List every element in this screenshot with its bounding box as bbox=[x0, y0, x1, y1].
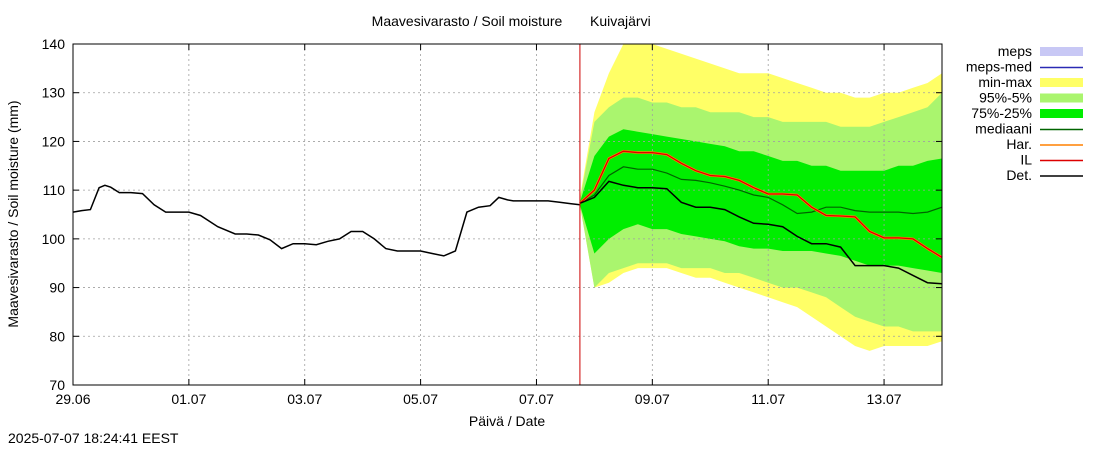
x-tick-label: 11.07 bbox=[751, 391, 785, 407]
x-tick-label: 05.07 bbox=[403, 391, 438, 407]
det-line bbox=[579, 180, 943, 285]
y-tick-label: 90 bbox=[49, 280, 65, 296]
y-tick-label: 120 bbox=[42, 133, 66, 149]
legend-swatch bbox=[1040, 93, 1083, 103]
median-line bbox=[579, 166, 943, 215]
x-tick-label: 29.06 bbox=[55, 391, 90, 407]
chart-title: Maavesivarasto / Soil moisture bbox=[372, 13, 563, 29]
legend-label: IL bbox=[1020, 152, 1032, 168]
legend-label: mediaani bbox=[975, 121, 1032, 137]
x-axis-ticks: 29.06 01.07 03.07 05.07 07.07 09.07 11.07 13.07 bbox=[55, 44, 902, 407]
legend-label: meps bbox=[998, 43, 1032, 59]
timestamp: 2025-07-07 18:24:41 EEST bbox=[8, 430, 179, 446]
legend-label: meps-med bbox=[966, 59, 1032, 75]
plot-border bbox=[72, 43, 943, 386]
plot-frame bbox=[72, 43, 943, 386]
y-axis-ticks: 70 80 90 100 110 120 130 140 bbox=[42, 36, 942, 393]
x-tick-label: 09.07 bbox=[635, 391, 670, 407]
legend-label: Det. bbox=[1006, 167, 1032, 183]
legend-label: 95%-5% bbox=[979, 90, 1032, 106]
y-tick-label: 70 bbox=[49, 377, 65, 393]
y-tick-label: 80 bbox=[49, 328, 65, 344]
legend: mepsmeps-medmin-max95%-5%75%-25%mediaani… bbox=[966, 43, 1083, 183]
y-tick-label: 130 bbox=[42, 85, 66, 101]
x-tick-label: 01.07 bbox=[171, 391, 206, 407]
legend-swatch bbox=[1040, 47, 1083, 56]
y-tick-label: 100 bbox=[42, 231, 66, 247]
observed-line bbox=[72, 184, 580, 257]
series-lines bbox=[72, 44, 943, 385]
legend-swatch bbox=[1040, 78, 1083, 87]
chart-title-group: Maavesivarasto / Soil moisture Kuivajärv… bbox=[372, 13, 651, 29]
legend-label: Har. bbox=[1006, 136, 1032, 152]
y-tick-label: 110 bbox=[43, 182, 66, 198]
x-tick-label: 03.07 bbox=[287, 391, 322, 407]
x-tick-label: 13.07 bbox=[867, 391, 902, 407]
legend-label: 75%-25% bbox=[971, 105, 1032, 121]
forecast-bands bbox=[579, 44, 942, 351]
x-axis-label: Päivä / Date bbox=[469, 413, 545, 429]
chart-location: Kuivajärvi bbox=[590, 13, 651, 29]
il-line bbox=[579, 150, 943, 258]
x-tick-label: 07.07 bbox=[519, 391, 554, 407]
y-tick-label: 140 bbox=[42, 36, 66, 52]
band-75-25 bbox=[579, 129, 942, 273]
y-axis-label: Maavesivarasto / Soil moisture (mm) bbox=[5, 100, 21, 327]
legend-swatch bbox=[1040, 109, 1083, 118]
legend-label: min-max bbox=[978, 74, 1032, 90]
grid-lines bbox=[73, 44, 942, 385]
